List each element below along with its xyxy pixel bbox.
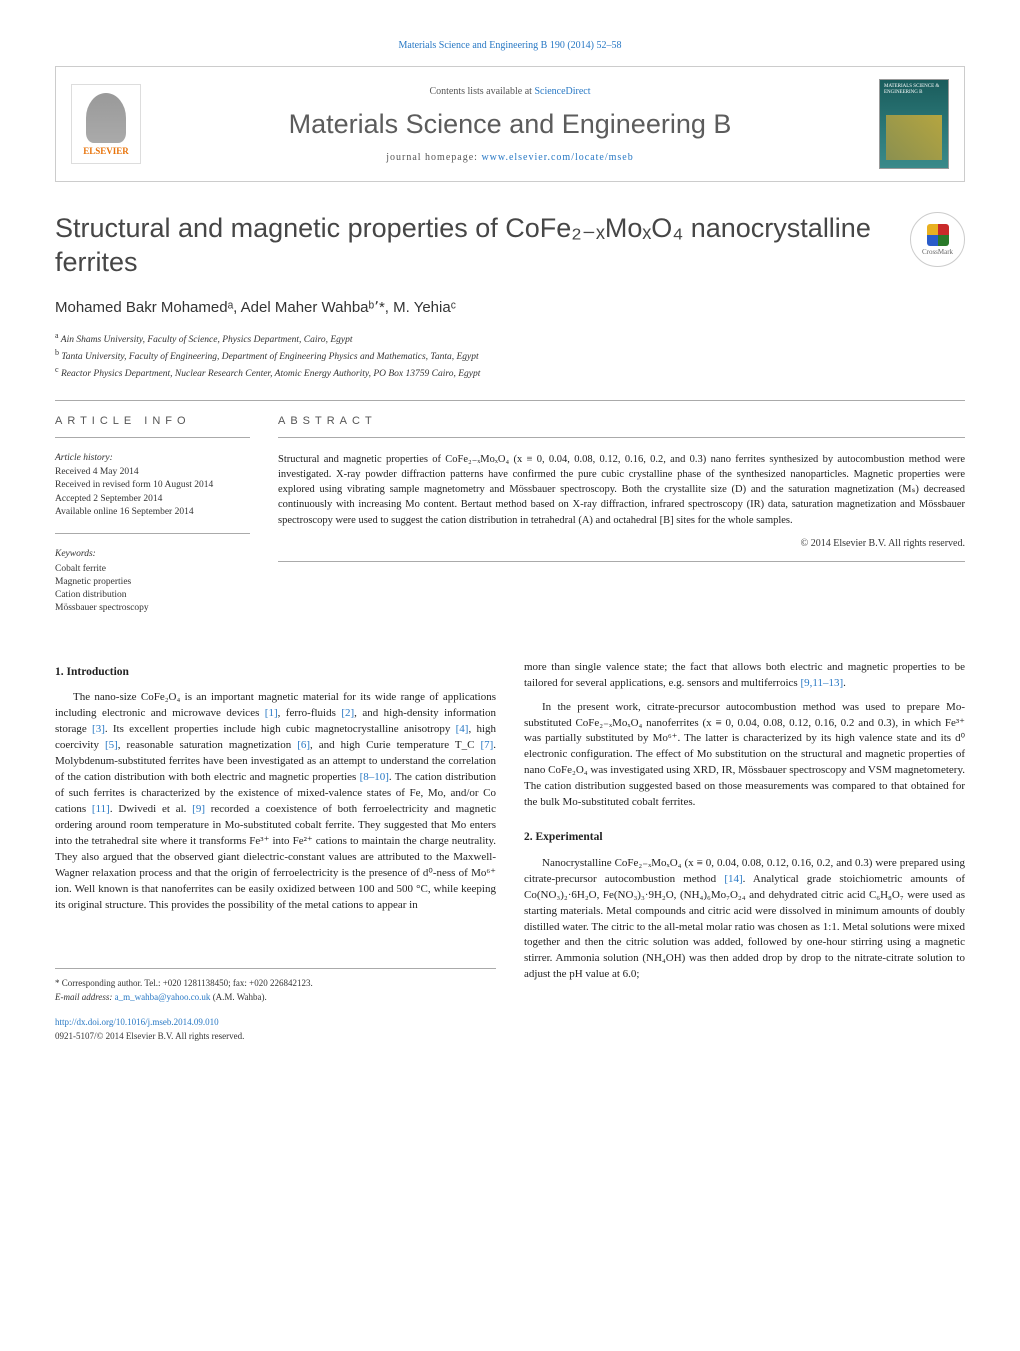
contents-available-line: Contents lists available at ScienceDirec… [141, 86, 879, 97]
article-info-block: ARTICLE INFO Article history: Received 4… [55, 415, 250, 630]
keyword-4: Mössbauer spectroscopy [55, 602, 250, 615]
page-container: Materials Science and Engineering B 190 … [0, 0, 1020, 1073]
keyword-2: Magnetic properties [55, 576, 250, 589]
revised-date: Received in revised form 10 August 2014 [55, 479, 250, 492]
abstract-copyright: © 2014 Elsevier B.V. All rights reserved… [278, 538, 965, 549]
homepage-label: journal homepage: [386, 152, 481, 163]
article-info-heading: ARTICLE INFO [55, 415, 250, 427]
aff-text-c: Reactor Physics Department, Nuclear Rese… [61, 369, 480, 379]
info-divider-1 [55, 437, 250, 438]
experimental-paragraph-1: Nanocrystalline CoFe₂₋ₓMoₓO₄ (x ≡ 0, 0.0… [524, 856, 965, 984]
email-label: E-mail address: [55, 992, 115, 1002]
corresponding-author: * Corresponding author. Tel.: +020 12811… [55, 977, 496, 991]
masthead: ELSEVIER Contents lists available at Sci… [55, 66, 965, 182]
intro-paragraph-3: In the present work, citrate-precursor a… [524, 700, 965, 812]
history-label: Article history: [55, 452, 250, 465]
cover-image-placeholder [886, 115, 942, 160]
aff-sup-a: a [55, 331, 59, 340]
publisher-name: ELSEVIER [83, 146, 129, 156]
affiliation-a: a Ain Shams University, Faculty of Scien… [55, 330, 965, 347]
abstract-text: Structural and magnetic properties of Co… [278, 452, 965, 528]
footer-block: * Corresponding author. Tel.: +020 12811… [55, 968, 496, 1043]
aff-text-a: Ain Shams University, Faculty of Science… [61, 335, 353, 345]
column-right: more than single valence state; the fact… [524, 660, 965, 1044]
info-abstract-row: ARTICLE INFO Article history: Received 4… [55, 415, 965, 630]
article-title: Structural and magnetic properties of Co… [55, 212, 890, 280]
header-citation: Materials Science and Engineering B 190 … [55, 40, 965, 51]
intro-paragraph-2: more than single valence state; the fact… [524, 660, 965, 692]
footer-copyright: 0921-5107/© 2014 Elsevier B.V. All right… [55, 1030, 496, 1044]
abstract-divider-bottom [278, 561, 965, 562]
authors-line: Mohamed Bakr Mohamedᵃ, Adel Maher Wahbaᵇ… [55, 298, 965, 316]
keywords-block: Keywords: Cobalt ferrite Magnetic proper… [55, 548, 250, 615]
journal-cover-thumbnail: MATERIALS SCIENCE & ENGINEERING B [879, 79, 949, 169]
column-left: 1. Introduction The nano-size CoFe₂O₄ is… [55, 660, 496, 1044]
title-row: Structural and magnetic properties of Co… [55, 212, 965, 280]
received-date: Received 4 May 2014 [55, 466, 250, 479]
divider-top [55, 400, 965, 401]
affiliation-c: c Reactor Physics Department, Nuclear Re… [55, 364, 965, 381]
info-divider-2 [55, 533, 250, 534]
elsevier-tree-icon [86, 93, 126, 143]
email-suffix: (A.M. Wahba). [210, 992, 266, 1002]
crossmark-badge[interactable]: CrossMark [910, 212, 965, 267]
crossmark-label: CrossMark [922, 248, 953, 256]
experimental-heading: 2. Experimental [524, 829, 965, 846]
article-history-block: Article history: Received 4 May 2014 Rec… [55, 452, 250, 519]
contents-prefix: Contents lists available at [429, 86, 534, 97]
abstract-heading: ABSTRACT [278, 415, 965, 427]
aff-sup-c: c [55, 365, 59, 374]
body-columns: 1. Introduction The nano-size CoFe₂O₄ is… [55, 660, 965, 1044]
affiliation-b: b Tanta University, Faculty of Engineeri… [55, 347, 965, 364]
keyword-1: Cobalt ferrite [55, 563, 250, 576]
homepage-link[interactable]: www.elsevier.com/locate/mseb [481, 152, 633, 163]
online-date: Available online 16 September 2014 [55, 506, 250, 519]
keywords-label: Keywords: [55, 548, 250, 561]
cover-label: MATERIALS SCIENCE & ENGINEERING B [884, 84, 944, 96]
crossmark-icon [927, 224, 949, 246]
doi-line: http://dx.doi.org/10.1016/j.mseb.2014.09… [55, 1016, 496, 1030]
sciencedirect-link[interactable]: ScienceDirect [534, 86, 590, 97]
abstract-divider [278, 437, 965, 438]
email-line: E-mail address: a_m_wahba@yahoo.co.uk (A… [55, 991, 496, 1005]
email-link[interactable]: a_m_wahba@yahoo.co.uk [115, 992, 211, 1002]
aff-text-b: Tanta University, Faculty of Engineering… [61, 352, 478, 362]
aff-sup-b: b [55, 348, 59, 357]
affiliations-block: a Ain Shams University, Faculty of Scien… [55, 330, 965, 382]
accepted-date: Accepted 2 September 2014 [55, 493, 250, 506]
keyword-3: Cation distribution [55, 589, 250, 602]
journal-homepage-line: journal homepage: www.elsevier.com/locat… [141, 152, 879, 163]
intro-heading: 1. Introduction [55, 664, 496, 681]
journal-title: Materials Science and Engineering B [141, 109, 879, 140]
intro-paragraph-1: The nano-size CoFe₂O₄ is an important ma… [55, 690, 496, 913]
masthead-center: Contents lists available at ScienceDirec… [141, 86, 879, 163]
publisher-logo: ELSEVIER [71, 84, 141, 164]
abstract-block: ABSTRACT Structural and magnetic propert… [278, 415, 965, 630]
doi-link[interactable]: http://dx.doi.org/10.1016/j.mseb.2014.09… [55, 1017, 219, 1027]
